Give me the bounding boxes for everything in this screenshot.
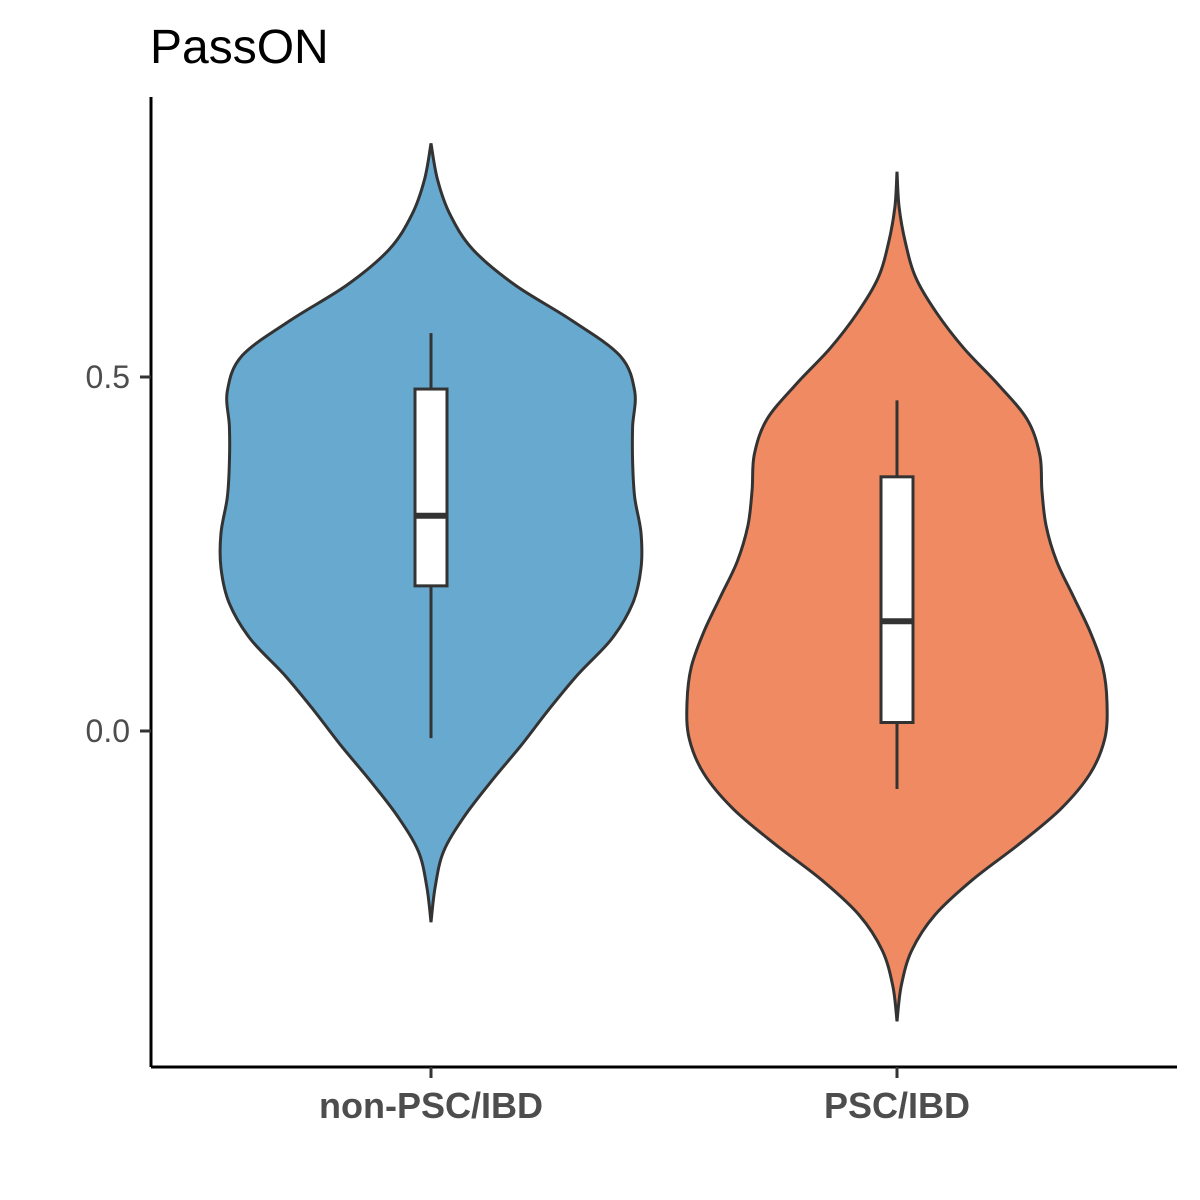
x-tick-label: non-PSC/IBD: [319, 1085, 543, 1126]
plot-area: [218, 143, 1109, 1022]
x-tick-label: PSC/IBD: [824, 1085, 970, 1126]
y-tick-label: 0.0: [86, 713, 130, 749]
y-tick-label: 0.5: [86, 359, 130, 395]
box-iqr: [879, 475, 915, 725]
axis-ticks: 0.0 0.5 non-PSC/IBD PSC/IBD: [86, 359, 971, 1126]
chart-title: PassON: [150, 21, 329, 74]
box-iqr: [413, 387, 449, 588]
